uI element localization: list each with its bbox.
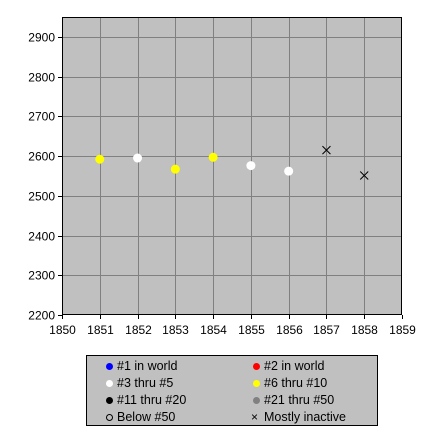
x-tick-label: 1859 — [389, 323, 416, 337]
legend-item: × Mostly inactive — [251, 409, 346, 425]
x-tick-label: 1851 — [87, 323, 114, 337]
legend-x-marker: × — [251, 409, 259, 424]
data-point — [133, 153, 143, 163]
y-tick-label: 2600 — [28, 150, 55, 164]
y-axis-tick-labels: 2200 2300 2400 2500 2600 2700 2800 2900 — [28, 31, 55, 323]
legend-item: Below #50 — [104, 410, 175, 424]
y-tick-label: 2700 — [28, 110, 55, 124]
y-tick-label: 2900 — [28, 31, 55, 45]
plot-border — [62, 17, 402, 315]
x-tick-label: 1856 — [276, 323, 303, 337]
data-point — [284, 166, 294, 176]
plot-area — [62, 17, 402, 315]
legend-dot-marker — [251, 361, 262, 372]
legend-label: #6 thru #10 — [264, 376, 328, 390]
data-point-mostly-inactive — [322, 145, 331, 155]
legend-label: #11 thru #20 — [117, 393, 187, 407]
y-tick-label: 2200 — [28, 309, 55, 323]
legend-label: Mostly inactive — [264, 410, 346, 424]
legend-dot-marker — [104, 378, 115, 389]
legend-label: #21 thru #50 — [264, 393, 335, 407]
data-point — [95, 154, 105, 164]
y-tick-label: 2800 — [28, 71, 55, 85]
legend-ring-marker — [104, 412, 115, 423]
data-points — [95, 145, 369, 180]
y-tick-label: 2400 — [28, 230, 55, 244]
axes — [58, 37, 403, 319]
data-point — [208, 152, 218, 162]
data-point-mostly-inactive — [359, 171, 369, 180]
legend-item: #21 thru #50 — [251, 393, 334, 407]
legend-dot-marker — [104, 361, 115, 372]
y-tick-label: 2300 — [28, 269, 55, 283]
legend-item: #11 thru #20 — [104, 393, 186, 407]
legend-label: #2 in world — [264, 359, 325, 373]
data-point — [246, 161, 256, 171]
x-axis-tick-labels: 1850 1851 1852 1853 1854 1855 1856 1857 1858 1859 — [49, 323, 416, 337]
legend-item: #3 thru #5 — [104, 376, 173, 390]
legend-dot-marker — [251, 395, 262, 406]
y-tick-label: 2500 — [28, 190, 55, 204]
legend-item: #1 in world — [104, 359, 177, 373]
x-tick-label: 1858 — [351, 323, 378, 337]
x-tick-label: 1855 — [238, 323, 265, 337]
x-tick-label: 1854 — [200, 323, 227, 337]
legend-dot-marker — [104, 395, 115, 406]
x-tick-label: 1850 — [49, 323, 76, 337]
legend: #1 in world #2 in world #3 thru #5 #6 thru … — [86, 355, 378, 426]
data-point — [170, 164, 180, 174]
legend-item: #6 thru #10 — [251, 376, 327, 390]
x-tick-label: 1852 — [125, 323, 152, 337]
legend-label: Below #50 — [117, 410, 176, 424]
legend-dot-marker — [251, 378, 262, 389]
legend-item: #2 in world — [251, 359, 324, 373]
x-tick-label: 1857 — [313, 323, 340, 337]
x-tick-label: 1853 — [162, 323, 189, 337]
legend-label: #1 in world — [117, 359, 178, 373]
legend-label: #3 thru #5 — [117, 376, 174, 390]
